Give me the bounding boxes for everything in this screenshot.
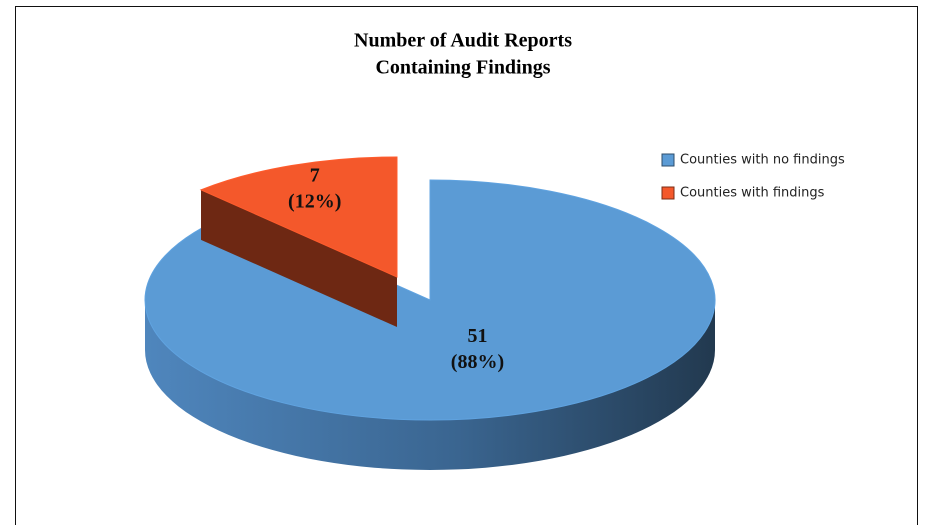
legend-swatch [661,153,675,167]
chart-title: Containing Findings [375,57,550,79]
data-label: 7 [310,165,320,187]
legend-label: Counties with findings [680,186,825,201]
slice [199,156,398,278]
slice-side [145,300,715,470]
data-label: (88%) [451,351,504,373]
data-label: 51 [467,325,487,347]
legend-label: Counties with no findings [680,153,845,168]
chart-title: Number of Audit Reports [354,30,572,52]
legend-swatch [661,186,675,200]
data-label: (12%) [288,191,341,213]
slice-face [201,189,397,327]
